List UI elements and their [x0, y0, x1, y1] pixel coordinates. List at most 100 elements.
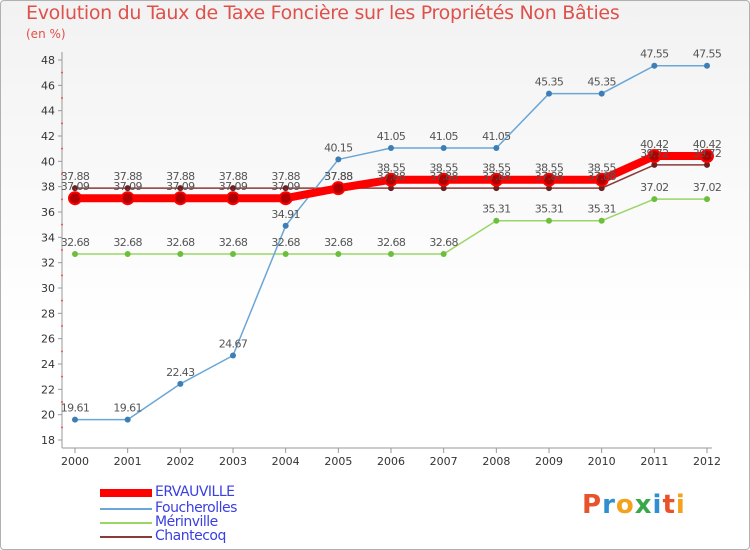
data-point-foucherolles	[282, 222, 289, 229]
data-point-ervauville	[226, 191, 240, 206]
y-tick-label: 22	[41, 383, 55, 396]
data-label-mérinville: 35.31	[535, 203, 564, 216]
y-tick-label: 46	[41, 79, 55, 92]
data-label-foucherolles: 40.15	[324, 141, 353, 154]
legend-swatch	[100, 508, 152, 510]
data-label-foucherolles: 19.61	[61, 402, 90, 415]
legend-label: Mérinville	[155, 514, 218, 530]
data-label-ervauville: 37.09	[271, 180, 300, 193]
x-tick-label: 2001	[114, 455, 142, 468]
y-axis-unit-label: (en %)	[26, 27, 66, 41]
data-point-ervauville	[384, 172, 398, 187]
data-label-mérinville: 35.31	[482, 203, 511, 216]
y-tick-label: 20	[41, 409, 55, 422]
y-tick-label: 24	[41, 358, 55, 371]
data-point-chantecoq	[704, 161, 710, 168]
data-label-mérinville: 32.68	[324, 236, 353, 249]
x-tick-label: 2000	[61, 455, 89, 468]
data-point-chantecoq	[282, 185, 289, 192]
y-minor-tick	[61, 274, 63, 277]
y-minor-tick	[61, 97, 63, 99]
y-minor-tick	[61, 173, 63, 175]
logo-letter: i	[652, 490, 663, 520]
data-point-mérinville	[230, 251, 236, 258]
data-label-foucherolles: 47.55	[693, 48, 722, 61]
data-point-ervauville	[120, 191, 135, 206]
logo-letter: t	[662, 490, 676, 520]
data-label-ervauville: 38.55	[587, 162, 616, 175]
data-point-foucherolles	[388, 145, 394, 152]
data-point-chantecoq	[440, 185, 447, 192]
data-point-mérinville	[124, 251, 131, 258]
data-label-ervauville: 38.55	[377, 162, 406, 175]
data-label-chantecoq: 37.88	[377, 170, 406, 183]
data-label-mérinville: 35.31	[587, 203, 616, 216]
data-label-foucherolles: 22.43	[166, 366, 195, 379]
y-minor-tick	[61, 299, 63, 302]
data-label-mérinville: 32.68	[113, 236, 142, 249]
y-tick-label: 28	[41, 307, 55, 320]
y-tick-label: 34	[41, 231, 55, 244]
data-label-ervauville: 38.55	[482, 162, 511, 175]
legend-swatch	[100, 536, 152, 538]
data-label-foucherolles: 45.35	[587, 76, 616, 89]
y-tick-label: 38	[41, 181, 55, 194]
data-point-mérinville	[388, 251, 394, 258]
data-point-ervauville	[173, 191, 188, 206]
y-tick-label: 36	[41, 206, 55, 219]
data-point-foucherolles	[704, 62, 710, 69]
data-point-ervauville	[278, 191, 293, 206]
data-point-foucherolles	[177, 380, 184, 387]
data-label-ervauville: 38.55	[429, 162, 458, 175]
data-label-mérinville: 32.68	[61, 236, 90, 249]
y-tick-label: 30	[41, 282, 55, 295]
proxiti-logo[interactable]: Proxiti	[582, 490, 686, 520]
data-label-ervauville: 38.55	[535, 162, 564, 175]
data-label-chantecoq: 37.88	[271, 170, 300, 183]
y-tick-label: 48	[41, 54, 55, 67]
data-point-foucherolles	[546, 90, 552, 97]
data-point-chantecoq	[388, 185, 394, 192]
y-minor-tick	[61, 350, 63, 353]
data-label-foucherolles: 41.05	[429, 130, 458, 143]
data-label-ervauville: 37.09	[166, 180, 195, 193]
y-minor-tick	[61, 426, 63, 429]
y-tick-label: 32	[41, 257, 55, 270]
logo-letter: P	[582, 490, 603, 520]
data-point-mérinville	[440, 251, 447, 258]
x-tick-label: 2007	[430, 455, 458, 468]
data-point-mérinville	[651, 196, 658, 203]
data-label-chantecoq: 39.72	[693, 147, 722, 160]
logo-letter: i	[675, 490, 686, 520]
data-point-foucherolles	[598, 90, 605, 97]
logo-letter: x	[634, 490, 653, 520]
data-label-ervauville: 40.42	[640, 138, 669, 151]
data-point-foucherolles	[72, 416, 78, 423]
y-tick-label: 40	[41, 155, 55, 168]
logo-letter: o	[615, 490, 635, 520]
y-minor-tick	[61, 401, 63, 403]
x-tick-label: 2010	[588, 455, 616, 468]
data-point-chantecoq	[124, 185, 131, 192]
data-point-mérinville	[546, 217, 552, 224]
x-tick-label: 2002	[166, 455, 194, 468]
data-label-foucherolles: 45.35	[535, 76, 564, 89]
x-tick-label: 2011	[640, 455, 668, 468]
data-label-ervauville: 37.09	[113, 180, 142, 193]
data-point-foucherolles	[230, 352, 236, 359]
legend-swatch	[100, 489, 152, 497]
data-label-chantecoq: 37.88	[113, 170, 142, 183]
data-label-mérinville: 32.68	[219, 236, 248, 249]
data-point-mérinville	[704, 196, 710, 203]
data-label-mérinville: 32.68	[429, 236, 458, 249]
y-minor-tick	[61, 375, 63, 378]
legend-label: Foucherolles	[155, 500, 237, 516]
chart-title: Evolution du Taux de Taxe Foncière sur l…	[26, 2, 620, 24]
y-minor-tick	[61, 71, 63, 74]
x-tick-label: 2003	[219, 455, 247, 468]
x-tick-label: 2005	[324, 455, 352, 468]
data-label-foucherolles: 41.05	[377, 130, 406, 143]
data-label-foucherolles: 19.61	[113, 402, 142, 415]
data-label-chantecoq: 37.88	[429, 170, 458, 183]
legend-label: Chantecoq	[155, 528, 226, 544]
